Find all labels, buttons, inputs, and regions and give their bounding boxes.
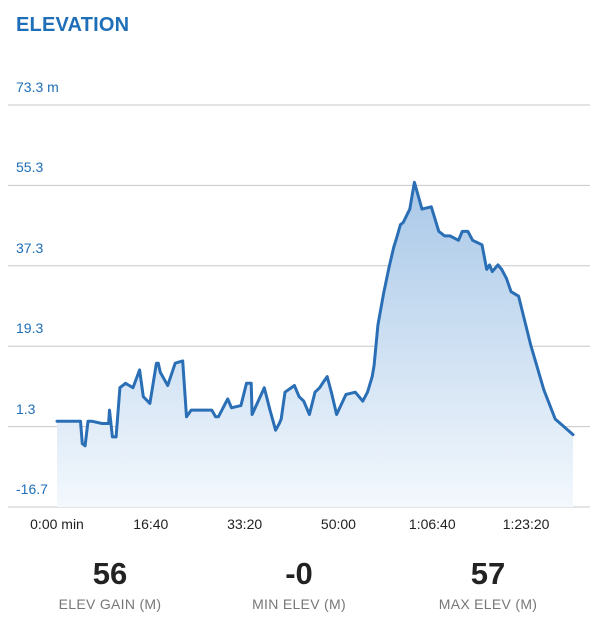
stat-max-elev-value: 57: [470, 556, 506, 591]
stat-max-elev-label: MAX ELEV (M): [438, 596, 538, 612]
y-tick-label: 37.3: [16, 239, 44, 256]
stat-elev-gain-label: ELEV GAIN (M): [58, 596, 162, 612]
x-tick-label: 16:40: [133, 516, 169, 532]
elevation-area: [57, 182, 573, 508]
y-tick-label: 19.3: [16, 320, 44, 337]
y-tick-label: 1.3: [16, 400, 36, 417]
stat-min-elev: -0 MIN ELEV (M): [199, 556, 399, 612]
y-tick-label: -16.7: [16, 481, 48, 497]
y-tick-label: 73.3 m: [16, 79, 59, 95]
x-tick-label: 33:20: [227, 516, 263, 532]
x-tick-label: 0:00 min: [30, 516, 84, 532]
stat-elev-gain: 56 ELEV GAIN (M): [10, 556, 210, 612]
stat-min-elev-value: -0: [285, 556, 313, 591]
y-tick-label: 55.3: [16, 159, 44, 176]
x-tick-label: 1:23:20: [502, 516, 550, 532]
x-tick-label: 50:00: [320, 516, 356, 532]
chart-title: ELEVATION: [16, 14, 130, 36]
stat-max-elev: 57 MAX ELEV (M): [388, 556, 588, 612]
stat-elev-gain-value: 56: [92, 556, 128, 591]
x-tick-label: 1:06:40: [408, 516, 456, 532]
elevation-line: [55, 180, 575, 448]
stat-min-elev-label: MIN ELEV (M): [252, 596, 346, 612]
